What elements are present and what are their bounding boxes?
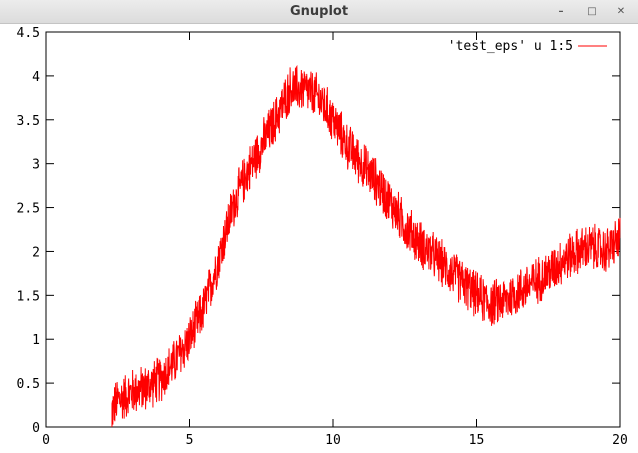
plot-border — [45, 31, 621, 428]
y-tick-label: 0.5 — [17, 377, 40, 392]
y-tick-label: 1 — [32, 333, 40, 348]
x-tick-label: 20 — [612, 433, 628, 448]
x-tick-label: 10 — [325, 433, 341, 448]
title-bar[interactable]: Gnuplot – □ ✕ — [0, 0, 638, 24]
minimize-button[interactable]: – — [558, 6, 564, 17]
legend-label: 'test_eps' u 1:5 — [448, 39, 573, 54]
y-tick-label: 3.5 — [17, 114, 40, 129]
x-tick-label: 0 — [42, 433, 50, 448]
y-tick-label: 0 — [32, 421, 40, 436]
y-tick-label: 3 — [32, 158, 40, 173]
x-tick-label: 5 — [186, 433, 194, 448]
y-tick-label: 4.5 — [17, 26, 40, 41]
plot-canvas: 0 5 10 15 20 0 0.5 1 1.5 2 2.5 3 3.5 4 4.5 'test_eps' u… — [17, 26, 628, 448]
y-tick-label: 1.5 — [17, 289, 40, 304]
window-title: Gnuplot — [289, 4, 349, 19]
y-tick-label: 4 — [32, 70, 40, 85]
close-button[interactable]: ✕ — [616, 6, 626, 17]
maximize-button[interactable]: □ — [587, 6, 597, 17]
series-0 — [111, 64, 621, 428]
x-tick-label: 15 — [469, 433, 485, 448]
y-tick-label: 2 — [32, 245, 40, 260]
series-line — [111, 64, 621, 428]
y-tick-label: 2.5 — [17, 202, 40, 217]
